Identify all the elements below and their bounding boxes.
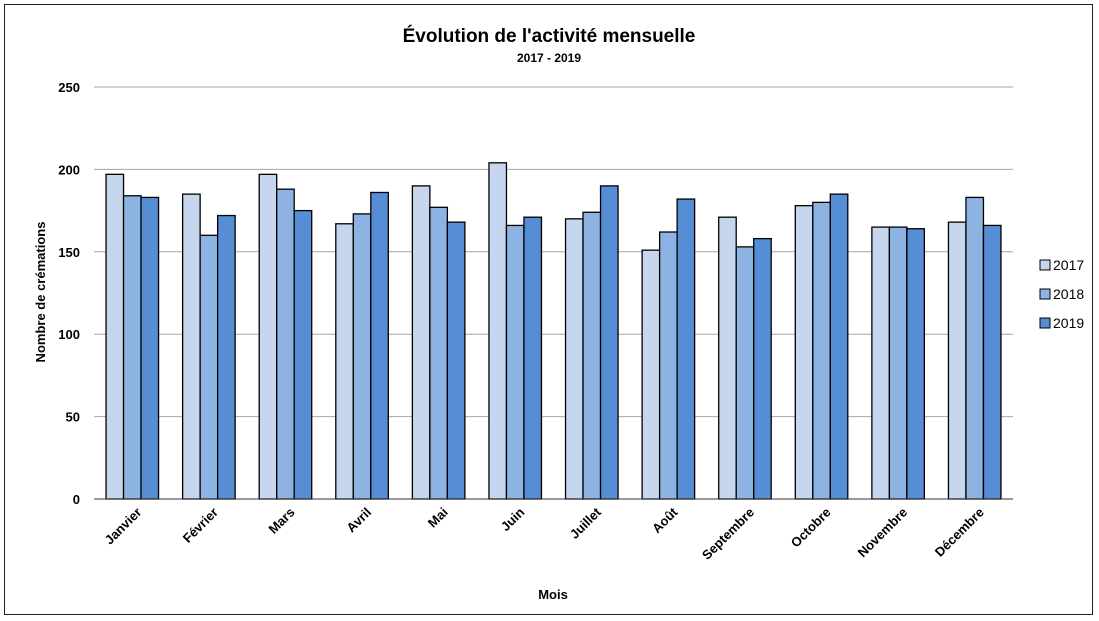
bar-2017-2: [258, 173, 278, 500]
y-axis-label: Nombre de crémations: [33, 222, 48, 363]
legend-swatch-2018: [1039, 288, 1051, 300]
bar-2018-7: [658, 231, 678, 500]
bar-2019-8: [753, 237, 772, 500]
grid-lines: [94, 86, 1013, 418]
bar-2018-10: [888, 226, 908, 500]
x-tick-label: Novembre: [855, 505, 911, 561]
bar-2018-5: [505, 224, 525, 500]
bar-2018-11: [965, 196, 985, 500]
bar-2019-5: [523, 216, 543, 500]
x-tick-label: Mars: [266, 505, 298, 537]
bar-2018-9: [812, 201, 831, 500]
bar-2017-0: [105, 173, 125, 500]
y-tick-label: 200: [58, 162, 80, 177]
bar-2018-0: [122, 195, 142, 500]
y-axis-ticks: 0 50 100 150 200 250: [58, 80, 80, 507]
y-tick-label: 100: [58, 327, 80, 342]
legend: 2017 2018 2019: [1039, 257, 1084, 331]
legend-swatch-2017: [1039, 259, 1051, 271]
y-tick-label: 150: [58, 245, 80, 260]
bar-2017-8: [718, 216, 737, 500]
bar-2019-3: [370, 191, 389, 500]
bar-2017-1: [181, 193, 201, 500]
bar-2017-11: [947, 221, 967, 500]
bar-2017-9: [794, 205, 814, 500]
chart-title: Évolution de l'activité mensuelle: [403, 25, 696, 47]
bar-2019-2: [293, 209, 313, 500]
bar-2019-4: [446, 221, 466, 500]
chart-subtitle: 2017 - 2019: [517, 51, 581, 65]
x-tick-label: Septembre: [699, 505, 757, 563]
x-tick-label: Avril: [343, 505, 374, 536]
bar-2018-4: [429, 206, 449, 500]
legend-swatch-2019: [1039, 317, 1051, 329]
bar-2019-10: [906, 228, 926, 500]
x-tick-label: Octobre: [788, 505, 834, 551]
bar-2019-0: [140, 196, 160, 500]
x-tick-label: Août: [649, 504, 681, 536]
y-tick-label: 0: [73, 492, 80, 507]
bar-2019-9: [829, 193, 849, 500]
x-tick-label: Juillet: [567, 504, 605, 542]
bar-2017-6: [564, 218, 584, 500]
bar-2017-7: [641, 249, 661, 500]
bar-2019-7: [676, 198, 696, 500]
x-tick-label: Mai: [425, 505, 451, 531]
bar-2017-3: [335, 223, 354, 500]
bar-2017-4: [411, 185, 431, 500]
bar-2017-10: [871, 226, 891, 500]
x-tick-label: Février: [180, 505, 221, 546]
bar-2018-2: [276, 188, 295, 500]
bar-2018-1: [199, 234, 219, 500]
x-tick-label: Juin: [498, 504, 528, 534]
bars: [105, 162, 1002, 500]
legend-label: 2017: [1053, 257, 1084, 273]
x-tick-label: Janvier: [102, 505, 145, 548]
bar-2019-6: [599, 185, 619, 500]
y-tick-label: 250: [58, 80, 80, 95]
bar-2018-8: [735, 246, 755, 500]
y-tick-label: 50: [66, 410, 80, 425]
legend-label: 2018: [1053, 286, 1084, 302]
x-axis-label: Mois: [538, 587, 568, 602]
bar-2019-11: [982, 224, 1002, 500]
x-axis-ticks: Janvier Février Mars Avril Mai Juin Juillet Aoû…: [102, 504, 987, 563]
bar-2018-3: [352, 213, 372, 500]
bar-2017-5: [488, 162, 508, 500]
legend-label: 2019: [1053, 315, 1084, 331]
bar-2019-1: [216, 214, 236, 500]
bar-2018-6: [582, 211, 602, 500]
x-tick-label: Décembre: [932, 505, 987, 560]
